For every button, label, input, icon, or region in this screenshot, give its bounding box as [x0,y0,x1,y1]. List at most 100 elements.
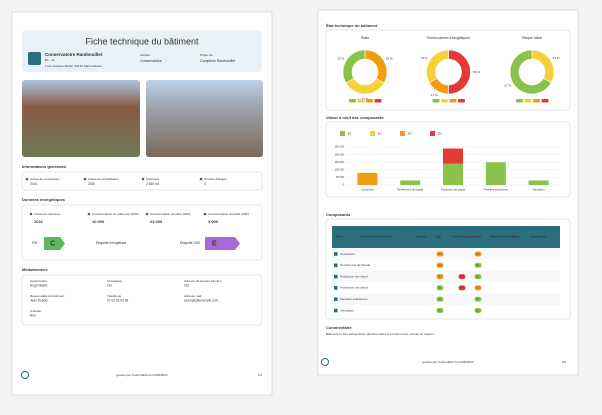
donut-label: 33 % [362,97,369,101]
label: Étiquette GES [180,240,200,245]
donut-title: Risque initial [522,36,542,40]
y-tick-label: 150 000 [335,160,345,164]
badge [474,274,482,280]
label: Téléphone [107,294,122,298]
section-title: État technique du bâtiment [326,23,378,28]
table-cell: Production de chaud [340,274,368,278]
label: Année de réhabilitation [88,177,119,181]
table-header-cell: Caractéristique technique [360,235,392,239]
value: Non [30,313,36,317]
footer: généré par l'outil GMAO le 01/06/2023 [116,373,167,377]
dpe-badge [44,237,65,250]
page-number: 1/2 [258,373,263,377]
bar [357,172,378,185]
value: 0% [32,241,37,245]
label: Année de construction [30,177,60,181]
y-tick-label: 50 000 [336,175,344,179]
legend-chip [524,99,532,103]
section-title: Données énergétiques [22,197,66,202]
row-icon [334,297,338,301]
header-card [22,30,262,72]
label: Nombre d'étages [204,177,227,181]
table-row [332,271,560,283]
badge-label: E3 [439,264,443,267]
card [21,274,263,326]
card [21,204,263,261]
badge [458,285,466,291]
donut-label: 67 % [504,84,511,88]
badge [436,285,444,291]
badge-label: E1 [439,287,443,290]
legend-chip [349,99,356,103]
donut-label: 17 % [431,93,438,97]
value: Hugo Martin [30,283,48,287]
x-tick-label: Fenêtres extérieures [484,188,508,192]
row-icon [334,263,338,268]
badge [436,251,444,257]
label: Consommation de référence (kWh) [92,212,139,216]
page-left [11,11,273,396]
table-header-cell: Nom [336,235,342,239]
legend-chip [541,99,549,103]
icon [199,177,203,181]
badge [474,285,482,291]
badge [436,296,444,302]
donut-label: 33 % [337,56,344,60]
table-header [332,226,560,248]
bar [443,163,463,185]
table-cell: Couverture [340,252,355,256]
donut-segment [509,49,552,95]
label: Activité [140,53,150,57]
label: Adresse du bureau/ fonction [184,279,222,283]
badge [474,308,482,313]
badge-label: E4 [461,287,465,290]
icon [25,177,29,181]
table-cell: Revêtement de façade [340,263,371,267]
table-header-cell: Commentaire [530,235,547,239]
label: Occupation [107,279,123,283]
table-header-cell: Date de dernière MAJ [490,235,517,239]
page-number: 2/2 [562,360,567,364]
comment: Bâtiment en bon état général, structure … [326,332,436,336]
label: Étiquette énergétique [96,240,127,245]
badge [474,251,482,257]
table-header-cell: État [436,234,441,239]
bar [528,180,549,185]
table-header-cell: Risque [473,235,482,239]
label: Adresse mail [184,294,202,298]
y-tick-label: 0 [343,183,345,187]
card [325,29,571,111]
ges-class: E [212,240,217,247]
table-cell: Ventilation [340,308,354,312]
bar [485,162,506,185]
label: Amiante [30,309,41,313]
badge [458,274,466,280]
donut-segment [426,49,449,84]
label: Responsable du bâtiment [30,294,64,298]
label: Projet clé [200,53,213,57]
legend-chip [374,99,382,103]
donut-label: 33 % [421,56,428,60]
icon [87,212,91,216]
table-row [332,259,560,271]
photo [146,80,263,157]
legend-label: E3 [408,131,412,135]
section-title: Commentaire [326,325,352,330]
value: Oui [107,283,112,287]
table-row [332,282,560,294]
label: Année de référence [34,212,61,216]
bar [443,148,463,164]
photo [22,80,140,157]
badge [436,262,444,268]
icon [29,212,33,216]
icon [145,212,149,216]
value: exemple@exemple.com [184,298,219,302]
label: Consommation primaire (kWh) [150,212,191,216]
badge-label: E3 [439,275,443,278]
table-header-cell: Photo [512,235,520,239]
badge-label: E4 [461,275,465,278]
content: Fiche technique du bâtiment Conservatoire… [22,23,566,377]
table-cell: Fenêtres extérieures [340,297,368,301]
legend-label: E2 [378,131,382,135]
x-tick-label: Production de chaud [441,188,465,192]
